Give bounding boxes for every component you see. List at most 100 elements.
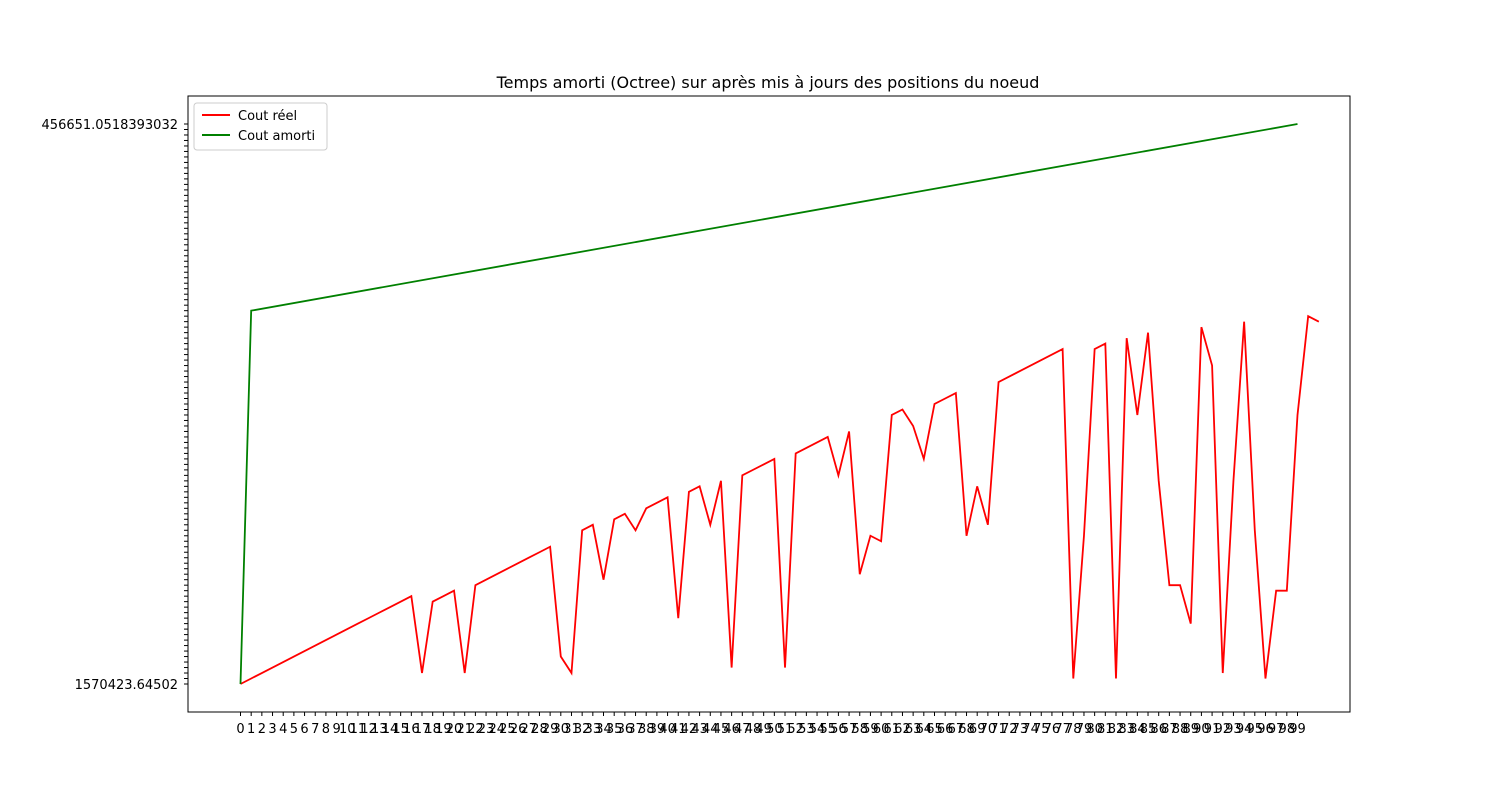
x-tick-label: 74	[1022, 722, 1039, 737]
x-tick-label: 0	[236, 722, 244, 737]
x-tick-label: 58	[851, 722, 868, 737]
chart-title: Temps amorti (Octree) sur après mis à jo…	[496, 73, 1040, 92]
x-tick-label: 48	[745, 722, 762, 737]
x-tick-label: 42	[681, 722, 698, 737]
x-tick-label: 78	[1065, 722, 1082, 737]
x-tick-label: 84	[1129, 722, 1146, 737]
x-tick-label: 51	[777, 722, 794, 737]
x-tick-label: 87	[1161, 722, 1178, 737]
x-tick-label: 89	[1182, 722, 1199, 737]
x-tick-label: 83	[1118, 722, 1135, 737]
x-tick-label: 35	[606, 722, 623, 737]
x-tick-label: 12	[360, 722, 377, 737]
x-tick-label: 18	[424, 722, 441, 737]
x-tick-label: 46	[723, 722, 740, 737]
x-tick-label: 36	[617, 722, 634, 737]
x-tick-label: 80	[1086, 722, 1103, 737]
x-tick-label: 38	[638, 722, 655, 737]
plot-frame	[187, 95, 1351, 713]
x-tick-label: 30	[553, 722, 570, 737]
x-tick-label: 43	[691, 722, 708, 737]
series-line-cout-amorti	[239, 123, 1298, 685]
x-axis: 0 1 2 3 4 5 6 7 8 9101112131415161718192021222324…	[236, 712, 1306, 737]
x-tick-label: 10	[339, 722, 356, 737]
x-tick-label: 29	[542, 722, 559, 737]
x-tick-label: 65	[926, 722, 943, 737]
x-tick-label: 37	[627, 722, 644, 737]
x-tick-label: 21	[456, 722, 473, 737]
x-tick-label: 17	[414, 722, 431, 737]
x-tick-label: 27	[520, 722, 537, 737]
x-tick-label: 99	[1289, 722, 1306, 737]
x-tick-label: 32	[574, 722, 591, 737]
x-tick-label: 79	[1076, 722, 1093, 737]
x-tick-label: 3	[268, 722, 276, 737]
x-tick-label: 49	[755, 722, 772, 737]
x-tick-label: 4	[279, 722, 287, 737]
x-tick-label: 85	[1140, 722, 1157, 737]
x-tick-label: 16	[403, 722, 420, 737]
x-tick-label: 9	[332, 722, 340, 737]
x-tick-label: 93	[1225, 722, 1242, 737]
x-tick-label: 24	[488, 722, 505, 737]
x-tick-label: 19	[435, 722, 452, 737]
x-tick-label: 6	[300, 722, 308, 737]
x-tick-label: 13	[371, 722, 388, 737]
x-tick-label: 52	[787, 722, 804, 737]
x-tick-label: 90	[1193, 722, 1210, 737]
x-tick-label: 34	[595, 722, 612, 737]
x-tick-label: 31	[563, 722, 580, 737]
x-tick-label: 92	[1214, 722, 1231, 737]
x-tick-label: 62	[894, 722, 911, 737]
x-tick-label: 45	[713, 722, 730, 737]
x-tick-label: 11	[350, 722, 367, 737]
x-tick-label: 8	[322, 722, 330, 737]
x-tick-label: 22	[467, 722, 484, 737]
legend: Cout réel Cout amorti	[193, 102, 328, 151]
x-tick-label: 95	[1247, 722, 1264, 737]
x-tick-label: 66	[937, 722, 954, 737]
x-tick-label: 26	[510, 722, 527, 737]
x-tick-label: 53	[798, 722, 815, 737]
x-tick-label: 64	[916, 722, 933, 737]
x-tick-label: 54	[809, 722, 826, 737]
x-tick-label: 41	[670, 722, 687, 737]
x-tick-label: 70	[980, 722, 997, 737]
x-tick-label: 69	[969, 722, 986, 737]
x-tick-label: 44	[702, 722, 719, 737]
plot-lines	[239, 123, 1320, 685]
x-tick-label: 97	[1268, 722, 1285, 737]
x-tick-label: 75	[1033, 722, 1050, 737]
x-tick-label: 25	[499, 722, 516, 737]
x-tick-label: 59	[862, 722, 879, 737]
x-tick-label: 61	[884, 722, 901, 737]
x-tick-label: 50	[766, 722, 783, 737]
x-tick-label: 40	[659, 722, 676, 737]
x-tick-label: 98	[1279, 722, 1296, 737]
x-tick-label: 55	[819, 722, 836, 737]
x-tick-label: 57	[841, 722, 858, 737]
x-tick-label: 5	[290, 722, 298, 737]
x-tick-label: 96	[1257, 722, 1274, 737]
x-tick-label: 15	[392, 722, 409, 737]
x-tick-label: 68	[958, 722, 975, 737]
x-tick-label: 28	[531, 722, 548, 737]
x-tick-label: 86	[1150, 722, 1167, 737]
x-tick-label: 94	[1236, 722, 1253, 737]
x-tick-label: 56	[830, 722, 847, 737]
x-tick-label: 14	[382, 722, 399, 737]
series-line-cout-reel	[240, 314, 1320, 685]
x-tick-label: 91	[1204, 722, 1221, 737]
legend-label-cout-reel: Cout réel	[238, 109, 297, 124]
x-tick-label: 72	[1001, 722, 1018, 737]
x-tick-label: 63	[905, 722, 922, 737]
x-tick-label: 81	[1097, 722, 1114, 737]
x-tick-label: 77	[1054, 722, 1071, 737]
x-tick-label: 20	[446, 722, 463, 737]
x-tick-label: 76	[1044, 722, 1061, 737]
x-tick-label: 88	[1172, 722, 1189, 737]
y-tick-label: 456651.0518393032	[42, 118, 178, 133]
x-tick-label: 2	[258, 722, 266, 737]
x-tick-label: 60	[873, 722, 890, 737]
